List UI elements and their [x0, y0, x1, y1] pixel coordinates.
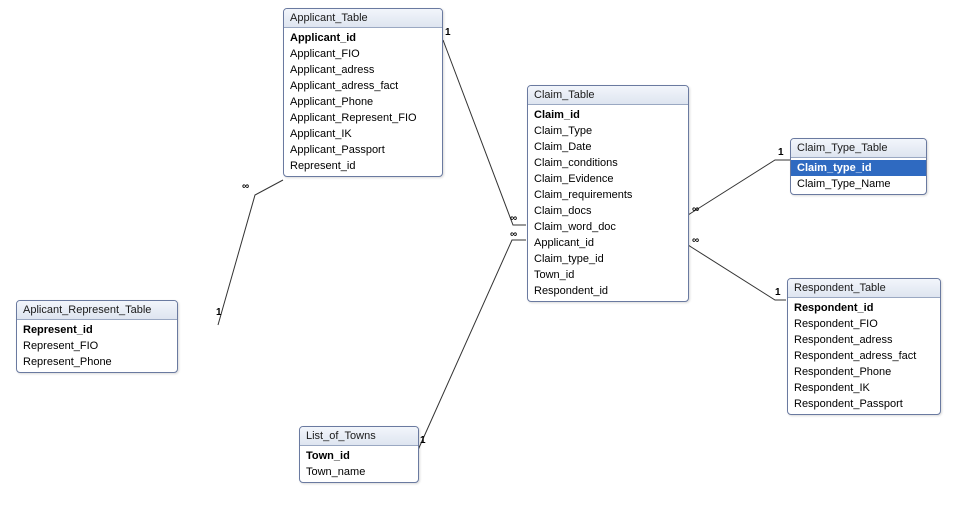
entity-applicant-represent[interactable]: Aplicant_Represent_TableRepresent_idRepr… — [16, 300, 178, 373]
cardinality-label: ∞ — [510, 230, 517, 240]
field-item[interactable]: Applicant_Phone — [284, 94, 442, 110]
field-item[interactable]: Represent_Phone — [17, 354, 177, 370]
field-item[interactable]: Respondent_adress_fact — [788, 348, 940, 364]
field-item[interactable]: Respondent_FIO — [788, 316, 940, 332]
entity-title[interactable]: List_of_Towns — [300, 427, 418, 446]
field-list: Respondent_idRespondent_FIORespondent_ad… — [788, 298, 940, 414]
field-item[interactable]: Claim_docs — [528, 203, 688, 219]
field-item[interactable]: Town_id — [300, 448, 418, 464]
field-item[interactable]: Applicant_adress — [284, 62, 442, 78]
field-list: Claim_idClaim_TypeClaim_DateClaim_condit… — [528, 105, 688, 301]
field-item[interactable]: Represent_id — [17, 322, 177, 338]
field-item[interactable]: Respondent_id — [788, 300, 940, 316]
cardinality-label: ∞ — [242, 182, 249, 192]
field-item[interactable]: Respondent_adress — [788, 332, 940, 348]
field-item[interactable]: Respondent_IK — [788, 380, 940, 396]
entity-respondent[interactable]: Respondent_TableRespondent_idRespondent_… — [787, 278, 941, 415]
entity-title[interactable]: Aplicant_Represent_Table — [17, 301, 177, 320]
field-item[interactable]: Claim_Type_Name — [791, 176, 926, 192]
field-item[interactable]: Claim_id — [528, 107, 688, 123]
cardinality-label: 1 — [778, 148, 784, 158]
cardinality-label: ∞ — [510, 214, 517, 224]
field-item[interactable]: Claim_conditions — [528, 155, 688, 171]
entity-claim-type[interactable]: Claim_Type_TableClaim_type_idClaim_Type_… — [790, 138, 927, 195]
field-list: Claim_type_idClaim_Type_Name — [791, 158, 926, 194]
cardinality-label: 1 — [216, 308, 222, 318]
field-item[interactable]: Applicant_id — [284, 30, 442, 46]
field-list: Applicant_idApplicant_FIOApplicant_adres… — [284, 28, 442, 176]
cardinality-label: 1 — [420, 436, 426, 446]
cardinality-label: 1 — [445, 28, 451, 38]
field-item[interactable]: Claim_type_id — [528, 251, 688, 267]
field-item[interactable]: Respondent_Passport — [788, 396, 940, 412]
field-item[interactable]: Respondent_Phone — [788, 364, 940, 380]
field-item[interactable]: Claim_type_id — [791, 160, 926, 176]
field-item[interactable]: Respondent_id — [528, 283, 688, 299]
field-item[interactable]: Applicant_FIO — [284, 46, 442, 62]
field-list: Town_idTown_name — [300, 446, 418, 482]
field-item[interactable]: Claim_Date — [528, 139, 688, 155]
field-item[interactable]: Represent_id — [284, 158, 442, 174]
diagram-canvas: Aplicant_Represent_TableRepresent_idRepr… — [0, 0, 957, 512]
field-item[interactable]: Applicant_Passport — [284, 142, 442, 158]
field-item[interactable]: Claim_requirements — [528, 187, 688, 203]
field-item[interactable]: Applicant_id — [528, 235, 688, 251]
field-item[interactable]: Claim_Type — [528, 123, 688, 139]
entity-title[interactable]: Claim_Table — [528, 86, 688, 105]
entity-claim[interactable]: Claim_TableClaim_idClaim_TypeClaim_DateC… — [527, 85, 689, 302]
field-item[interactable]: Applicant_Represent_FIO — [284, 110, 442, 126]
cardinality-label: ∞ — [692, 205, 699, 215]
cardinality-label: ∞ — [692, 236, 699, 246]
relationship-edges — [0, 0, 957, 512]
field-item[interactable]: Town_name — [300, 464, 418, 480]
entity-title[interactable]: Applicant_Table — [284, 9, 442, 28]
field-list: Represent_idRepresent_FIORepresent_Phone — [17, 320, 177, 372]
field-item[interactable]: Town_id — [528, 267, 688, 283]
entity-applicant[interactable]: Applicant_TableApplicant_idApplicant_FIO… — [283, 8, 443, 177]
field-item[interactable]: Applicant_adress_fact — [284, 78, 442, 94]
entity-list-of-towns[interactable]: List_of_TownsTown_idTown_name — [299, 426, 419, 483]
field-item[interactable]: Represent_FIO — [17, 338, 177, 354]
entity-title[interactable]: Claim_Type_Table — [791, 139, 926, 158]
field-item[interactable]: Claim_word_doc — [528, 219, 688, 235]
field-item[interactable]: Claim_Evidence — [528, 171, 688, 187]
cardinality-label: 1 — [775, 288, 781, 298]
field-item[interactable]: Applicant_IK — [284, 126, 442, 142]
entity-title[interactable]: Respondent_Table — [788, 279, 940, 298]
